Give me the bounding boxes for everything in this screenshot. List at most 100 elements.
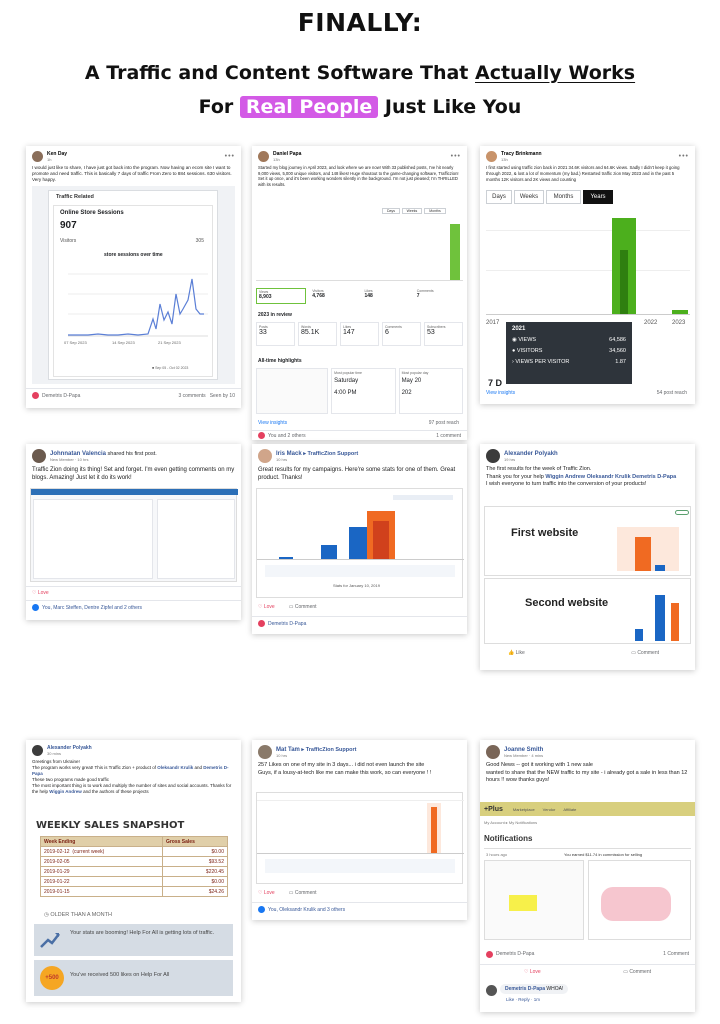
- chart-bar[interactable]: [349, 527, 367, 559]
- avatar[interactable]: [32, 449, 46, 463]
- reaction-summary[interactable]: You and 2 others: [268, 432, 306, 439]
- tab-years[interactable]: Years: [583, 190, 613, 204]
- reactor-name[interactable]: Demetris D-Papa: [496, 951, 535, 957]
- post-text: I first started using traffic zion back …: [486, 165, 680, 182]
- comment-icon[interactable]: ▭: [631, 650, 638, 656]
- like-button[interactable]: Like: [515, 650, 525, 656]
- reply-author[interactable]: Demetris D-Papa: [505, 986, 546, 992]
- chart-bar-2023[interactable]: [672, 310, 688, 314]
- comment-button[interactable]: Comment: [629, 968, 651, 975]
- table-header: Week Ending Gross Sales: [40, 836, 229, 847]
- heart-icon[interactable]: ♡: [258, 890, 264, 896]
- comment-count[interactable]: 1 comment: [436, 432, 461, 439]
- avatar[interactable]: [32, 745, 43, 756]
- chart-bar[interactable]: [655, 565, 665, 571]
- avatar[interactable]: [486, 449, 500, 463]
- chart-bar-highlight-inner[interactable]: [373, 521, 389, 559]
- tooltip-row: ◉ VIEWS 64,586: [512, 337, 626, 343]
- testimonial-card-ken-day: Ken Day 1h ••• I would just like to shar…: [26, 146, 241, 408]
- group-name[interactable]: ▸ TrafficZion Support: [301, 450, 359, 457]
- reaction-summary[interactable]: You, Oleksandr Krulik and 3 others: [268, 906, 346, 913]
- avatar[interactable]: [486, 985, 497, 996]
- tooltip-row: › VIEWS PER VISITOR 1.87: [512, 359, 626, 365]
- post-header: Alexander Polyakh 30 mins: [26, 740, 241, 758]
- reaction-summary[interactable]: You, Marc Steffen, Dentre Zipfel and 2 o…: [42, 604, 143, 611]
- author-name[interactable]: Daniel Papa: [273, 151, 302, 157]
- author-name[interactable]: Tracy Brinkmann: [501, 151, 542, 157]
- author-name[interactable]: Mat Tam: [276, 746, 300, 753]
- view-insights-link[interactable]: View insights: [258, 420, 288, 426]
- heart-icon[interactable]: ♡: [524, 968, 530, 975]
- review-value: 6: [385, 329, 389, 336]
- comment-icon[interactable]: ▭: [288, 604, 295, 610]
- tagged-user[interactable]: Oleksandr Krulik: [157, 765, 194, 771]
- author-name[interactable]: Joanne Smith: [504, 746, 544, 753]
- chart-bar-2021-visitors[interactable]: [620, 250, 628, 314]
- comment-button[interactable]: Comment: [637, 650, 659, 656]
- notification-likes[interactable]: +500 You've received 500 likes on Help F…: [34, 960, 233, 996]
- avatar[interactable]: [258, 151, 269, 162]
- like-icon[interactable]: 👍: [508, 650, 516, 656]
- avatar[interactable]: [258, 745, 272, 759]
- author-name[interactable]: Alexander Polyakh: [504, 450, 558, 457]
- highlight-popular-time: Most popular time Saturday 4:00 PM: [331, 368, 396, 414]
- comment-icon[interactable]: ▭: [288, 890, 295, 896]
- more-options-icon[interactable]: •••: [224, 153, 235, 160]
- comment-count[interactable]: 3 comments: [178, 392, 206, 399]
- author-name[interactable]: Johnnatan Valencia: [50, 450, 107, 457]
- nav-marketplace[interactable]: Marketplace: [512, 806, 535, 812]
- reactor-name[interactable]: Demetris D-Papa: [268, 620, 307, 627]
- tab-months[interactable]: Months: [424, 208, 446, 214]
- comment-count[interactable]: 1 Comment: [663, 951, 689, 957]
- tab-months[interactable]: Months: [546, 190, 581, 204]
- nav-affiliate[interactable]: Affiliate: [563, 806, 577, 812]
- tab-weeks[interactable]: Weeks: [402, 208, 422, 214]
- love-button[interactable]: Love: [263, 604, 275, 610]
- reactor-name[interactable]: Demetris D-Papa: [42, 392, 81, 399]
- author-name[interactable]: Iris Mack: [276, 450, 302, 457]
- notification-traffic[interactable]: Your stats are booming! Help For All is …: [34, 924, 233, 956]
- comment-icon[interactable]: ▭: [623, 968, 630, 975]
- chart-bar[interactable]: [655, 595, 665, 641]
- avatar[interactable]: [486, 151, 497, 162]
- tagged-user[interactable]: Demetris D-Papa: [32, 765, 229, 777]
- tab-days[interactable]: Days: [486, 190, 512, 204]
- avatar[interactable]: [32, 151, 43, 162]
- sales-cell: $24.26: [161, 886, 229, 897]
- more-options-icon[interactable]: •••: [678, 153, 689, 160]
- group-name[interactable]: ▸ TrafficZion Support: [299, 746, 357, 753]
- post-line: Greetings from Ukraine!: [32, 759, 80, 764]
- avatar[interactable]: [486, 745, 500, 759]
- chart-bar[interactable]: [635, 537, 651, 571]
- author-name[interactable]: Ken Day: [47, 151, 68, 157]
- love-button[interactable]: Love: [37, 589, 49, 596]
- comment-button-group[interactable]: ▭ Comment: [623, 969, 651, 975]
- notification-row[interactable]: 3 hours ago You earned $11.74 in commiss…: [484, 848, 691, 882]
- stats-summary-row: [265, 859, 455, 873]
- comment-button[interactable]: Comment: [294, 890, 317, 896]
- love-button[interactable]: Love: [529, 968, 541, 975]
- avatar[interactable]: [258, 449, 272, 463]
- comment-button-group[interactable]: ▭ Comment: [631, 650, 659, 656]
- tagged-user[interactable]: Wiggin Andrew: [49, 789, 82, 795]
- comment-button[interactable]: Comment: [294, 604, 317, 610]
- post-reach: 54 post reach: [656, 390, 687, 396]
- view-insights-link[interactable]: View insights: [486, 390, 516, 396]
- action-bar: ♡ Love ▭ Comment: [252, 600, 467, 614]
- tab-days[interactable]: Days: [382, 208, 400, 214]
- chart-bar[interactable]: [671, 603, 679, 641]
- chart-bar[interactable]: [279, 557, 293, 559]
- tab-weeks[interactable]: Weeks: [514, 190, 544, 204]
- more-options-icon[interactable]: •••: [450, 153, 461, 160]
- love-button[interactable]: Love: [263, 890, 275, 896]
- chart-bar[interactable]: [431, 807, 437, 853]
- reply-actions[interactable]: Like · Reply · 1m: [506, 997, 541, 1002]
- nav-vendor[interactable]: Vendor: [542, 806, 556, 812]
- heart-icon[interactable]: ♡: [258, 604, 264, 610]
- chart-bar-current-month[interactable]: [450, 224, 460, 280]
- author-name[interactable]: Alexander Polyakh: [47, 745, 92, 751]
- chart-bar[interactable]: [321, 545, 337, 559]
- heart-icon[interactable]: ♡: [32, 589, 38, 596]
- chart-bar[interactable]: [635, 629, 643, 641]
- tagged-users[interactable]: Wiggin Andrew Oleksandr Krulik Demetris …: [545, 473, 677, 480]
